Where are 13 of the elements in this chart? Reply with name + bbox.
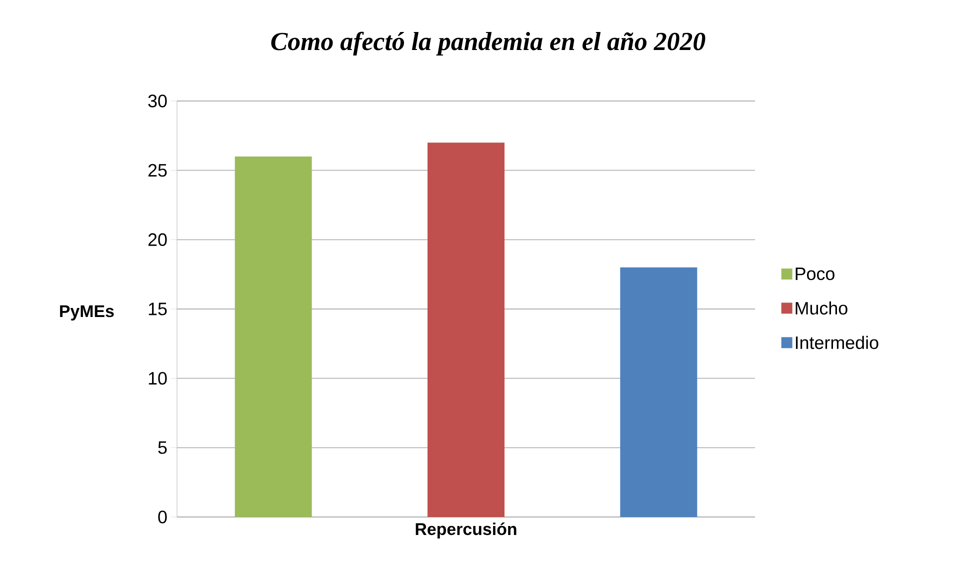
- chart-title: Como afectó la pandemia en el año 2020: [271, 32, 706, 56]
- legend-label: Intermedio: [796, 336, 878, 350]
- y-tick-label: 30: [148, 94, 167, 108]
- y-tick-label: 5: [158, 441, 167, 454]
- y-tick-label: 0: [158, 510, 167, 524]
- y-tick-label: 25: [148, 164, 167, 177]
- legend-label: Mucho: [796, 301, 848, 315]
- legend-label: Poco: [796, 268, 834, 280]
- y-tick-label: 20: [148, 233, 167, 246]
- y-tick-label: 10: [148, 372, 167, 385]
- x-axis-title: Repercusión: [416, 522, 516, 538]
- y-tick-label: 15: [148, 302, 167, 316]
- y-axis-title: PyMEs: [60, 305, 114, 321]
